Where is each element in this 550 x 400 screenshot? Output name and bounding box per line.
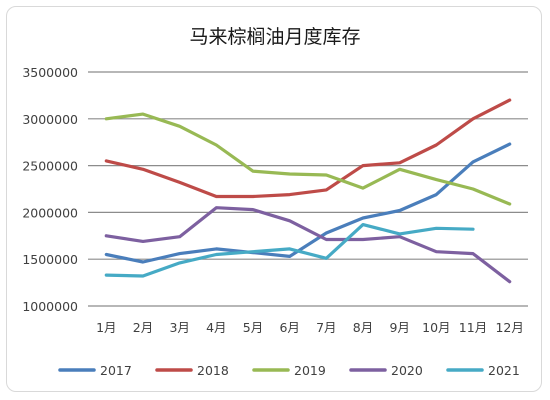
- x-tick-label: 5月: [243, 320, 263, 335]
- x-tick-label: 10月: [422, 320, 450, 335]
- legend-label: 2019: [294, 363, 326, 378]
- series-lines: [104, 98, 512, 284]
- legend-item-2018: 2018: [155, 363, 229, 378]
- y-tick-labels: 1000000 1500000 2000000 2500000 3000000 35000…: [22, 65, 78, 314]
- legend-label: 2017: [100, 363, 132, 378]
- x-tick-label: 12月: [495, 320, 523, 335]
- x-tick-label: 11月: [459, 320, 487, 335]
- x-tick-labels: 1月 2月 3月 4月 5月 6月 7月 8月 9月 10月 11月 12月: [96, 320, 524, 335]
- x-tick-label: 6月: [279, 320, 299, 335]
- x-tick-label: 9月: [389, 320, 409, 335]
- chart-title: 马来棕榈油月度库存: [189, 26, 360, 48]
- chart-frame: [6, 6, 542, 392]
- x-tick-label: 8月: [353, 320, 373, 335]
- y-tick-label: 1500000: [22, 252, 78, 267]
- series-line-2020: [104, 206, 512, 284]
- y-tick-label: 2000000: [22, 205, 78, 220]
- series-line-2019: [104, 112, 512, 206]
- legend-item-2019: 2019: [252, 363, 326, 378]
- series-line-2021: [104, 223, 475, 278]
- legend-item-2020: 2020: [349, 363, 423, 378]
- x-tick-label: 1月: [96, 320, 116, 335]
- y-tick-label: 3000000: [22, 112, 78, 127]
- legend-label: 2020: [391, 363, 423, 378]
- series-line-2018: [104, 98, 512, 199]
- x-tick-label: 4月: [206, 320, 226, 335]
- x-tick-label: 7月: [316, 320, 336, 335]
- legend-item-2017: 2017: [58, 363, 132, 378]
- y-tick-label: 2500000: [22, 159, 78, 174]
- y-tick-label: 1000000: [22, 299, 78, 314]
- x-tick-label: 2月: [133, 320, 153, 335]
- legend-item-2021: 2021: [446, 363, 520, 378]
- y-tick-label: 3500000: [22, 65, 78, 80]
- legend-label: 2018: [197, 363, 229, 378]
- legend-label: 2021: [488, 363, 520, 378]
- legend: 2017 2018 2019 2020 2021: [58, 363, 520, 378]
- series-line-2017: [104, 142, 512, 264]
- x-tick-label: 3月: [169, 320, 189, 335]
